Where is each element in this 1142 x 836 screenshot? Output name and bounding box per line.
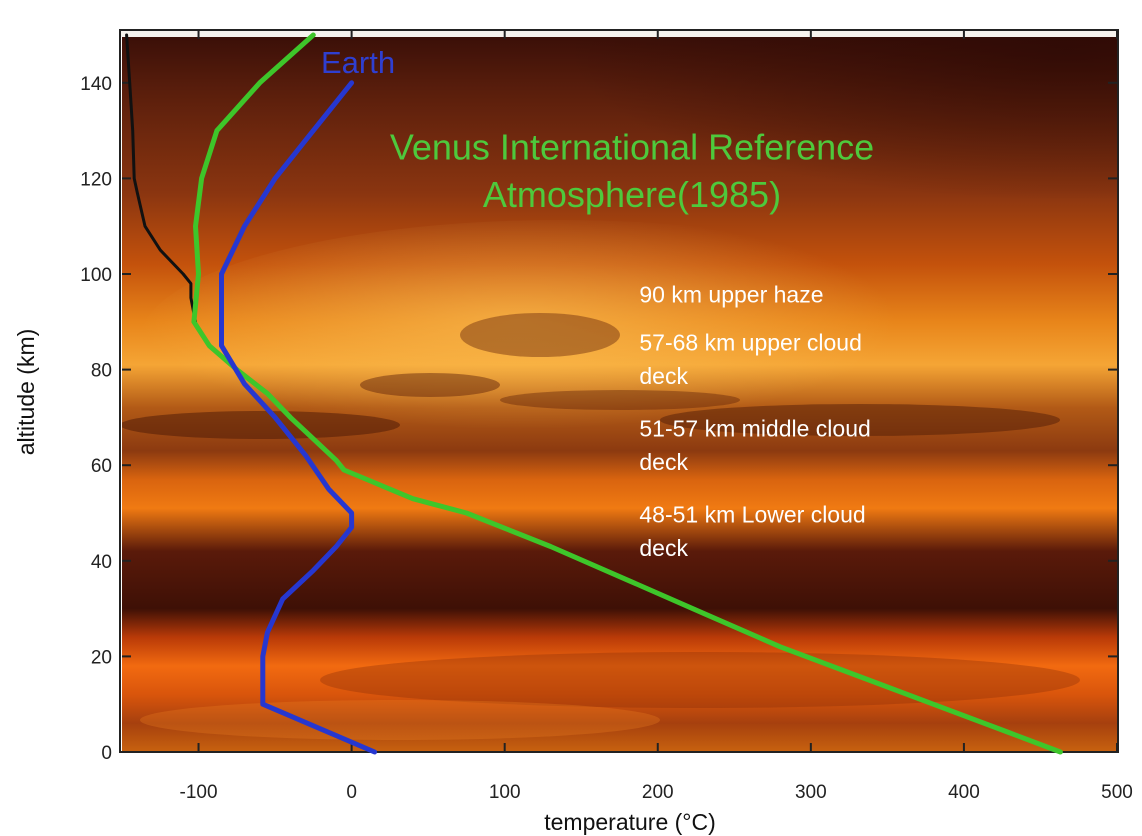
y-axis: 0 20 40 60 80 100 120 140 bbox=[80, 74, 1117, 764]
annotation-middle_1: 51-57 km middle cloud bbox=[639, 416, 870, 442]
annotation-title_2: Atmosphere(1985) bbox=[483, 174, 781, 215]
y-axis-title: altitude (km) bbox=[13, 329, 39, 456]
plot-top-band bbox=[121, 31, 1117, 37]
x-tick-label: 200 bbox=[642, 782, 674, 803]
x-axis: -100 0 100 200 300 400 500 bbox=[180, 30, 1133, 803]
x-tick-label: -100 bbox=[180, 782, 218, 803]
y-tick-label: 100 bbox=[80, 265, 112, 286]
x-tick-label: 400 bbox=[948, 782, 980, 803]
annotation-layer: Earth Venus International Reference Atmosp… bbox=[321, 45, 874, 561]
x-tick-label: 500 bbox=[1101, 782, 1133, 803]
earth-profile-line bbox=[219, 80, 378, 755]
x-tick-label: 300 bbox=[795, 782, 827, 803]
y-tick-label: 120 bbox=[80, 169, 112, 190]
annotation-lower_2: deck bbox=[639, 535, 688, 561]
annotation-earth: Earth bbox=[321, 45, 395, 80]
venus-background-image bbox=[122, 35, 1117, 752]
annotation-lower_1: 48-51 km Lower cloud bbox=[639, 502, 865, 528]
y-tick-label: 0 bbox=[101, 743, 112, 764]
plot-frame bbox=[119, 29, 1119, 753]
y-tick-label: 40 bbox=[91, 552, 112, 573]
series-layer bbox=[125, 32, 1063, 755]
x-tick-label: 100 bbox=[489, 782, 521, 803]
venus-vira-line bbox=[191, 32, 1063, 755]
y-tick-label: 80 bbox=[91, 361, 112, 382]
black-profile-line bbox=[125, 33, 197, 324]
x-axis-title: temperature (°C) bbox=[544, 809, 716, 835]
y-tick-label: 60 bbox=[91, 456, 112, 477]
annotation-upper_2: deck bbox=[639, 363, 688, 389]
annotation-upper_1: 57-68 km upper cloud bbox=[639, 329, 861, 355]
annotation-middle_2: deck bbox=[639, 449, 688, 475]
annotation-haze: 90 km upper haze bbox=[639, 282, 823, 308]
annotation-title_1: Venus International Reference bbox=[390, 126, 874, 167]
x-tick-label: 0 bbox=[346, 782, 357, 803]
y-tick-label: 20 bbox=[91, 647, 112, 668]
y-tick-label: 140 bbox=[80, 74, 112, 95]
